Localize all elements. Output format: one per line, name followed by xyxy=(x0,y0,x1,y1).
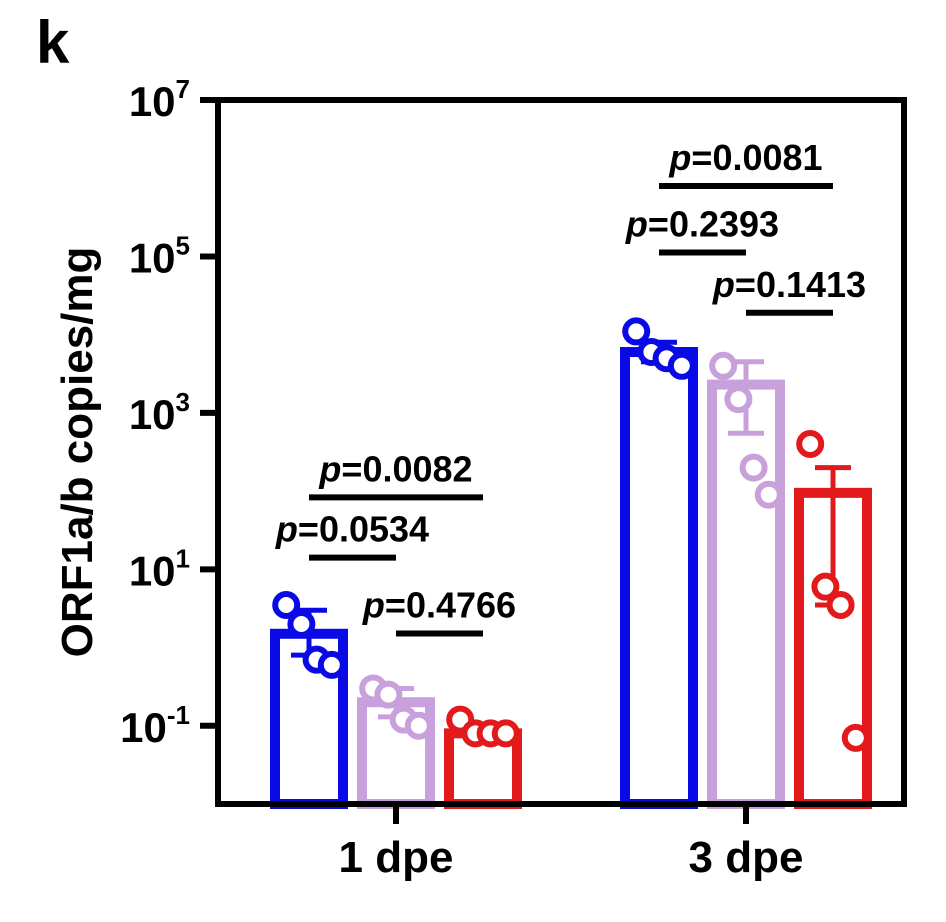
y-tick-label: 103 xyxy=(129,387,190,438)
y-tick-label: 10-1 xyxy=(120,700,190,751)
data-point xyxy=(841,723,870,752)
data-point xyxy=(287,610,316,639)
data-point xyxy=(272,590,301,619)
data-point xyxy=(709,351,738,380)
data-point xyxy=(724,385,753,414)
data-point xyxy=(796,430,825,459)
y-tick-label: 107 xyxy=(129,74,190,125)
y-axis-label: ORF1a/b copies/mg xyxy=(53,247,102,658)
p-value-label: p=0.0081 xyxy=(668,137,822,178)
data-point xyxy=(622,317,651,346)
data-point xyxy=(826,590,855,619)
x-tick-label: 1 dpe xyxy=(339,833,454,882)
data-point xyxy=(667,351,696,380)
data-point xyxy=(754,480,783,509)
x-tick-label: 3 dpe xyxy=(689,833,804,882)
p-value-label: p=0.1413 xyxy=(712,264,866,305)
y-tick-label: 105 xyxy=(129,230,190,281)
bar xyxy=(620,347,698,809)
plot-area: 10-1 101 103 105 107 1 dpe 3 dpe ORF1a/b copies… xyxy=(53,74,907,882)
data-point xyxy=(317,650,346,679)
plot-frame xyxy=(215,97,907,807)
p-value-label: p=0.0082 xyxy=(318,448,472,489)
y-tick-label: 101 xyxy=(129,543,190,594)
p-value-label: p=0.4766 xyxy=(362,584,516,625)
data-point xyxy=(404,711,433,740)
panel-label: k xyxy=(36,9,70,76)
data-point xyxy=(491,719,520,748)
p-value-label: p=0.0534 xyxy=(275,509,429,550)
p-value-label: p=0.2393 xyxy=(625,204,779,245)
data-point xyxy=(811,572,840,601)
bar xyxy=(707,379,785,809)
data-point xyxy=(374,680,403,709)
data-point xyxy=(739,453,768,482)
